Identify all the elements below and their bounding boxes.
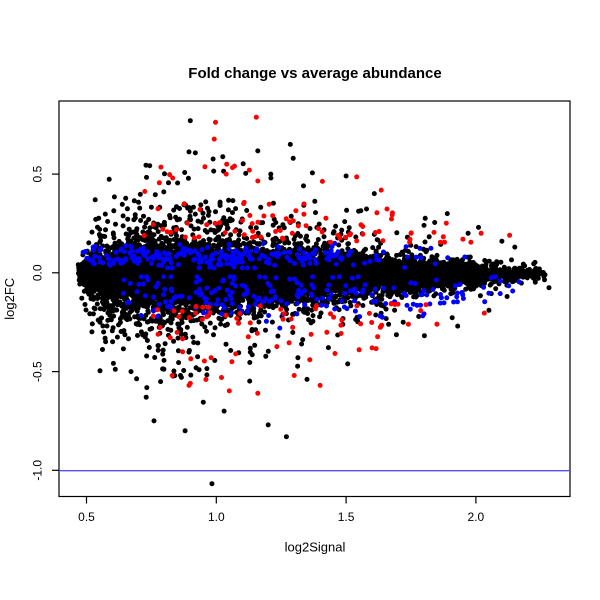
- svg-text:0.0: 0.0: [31, 264, 45, 281]
- svg-text:log2FC: log2FC: [2, 278, 17, 320]
- svg-text:Fold change vs average abundan: Fold change vs average abundance: [188, 65, 441, 82]
- svg-text:1.0: 1.0: [208, 510, 225, 524]
- svg-text:log2Signal: log2Signal: [285, 540, 346, 555]
- svg-text:2.0: 2.0: [468, 510, 485, 524]
- svg-text:-1.0: -1.0: [31, 460, 45, 481]
- svg-text:1.5: 1.5: [338, 510, 355, 524]
- svg-text:0.5: 0.5: [31, 165, 45, 182]
- svg-text:0.5: 0.5: [78, 510, 95, 524]
- svg-text:-0.5: -0.5: [31, 361, 45, 382]
